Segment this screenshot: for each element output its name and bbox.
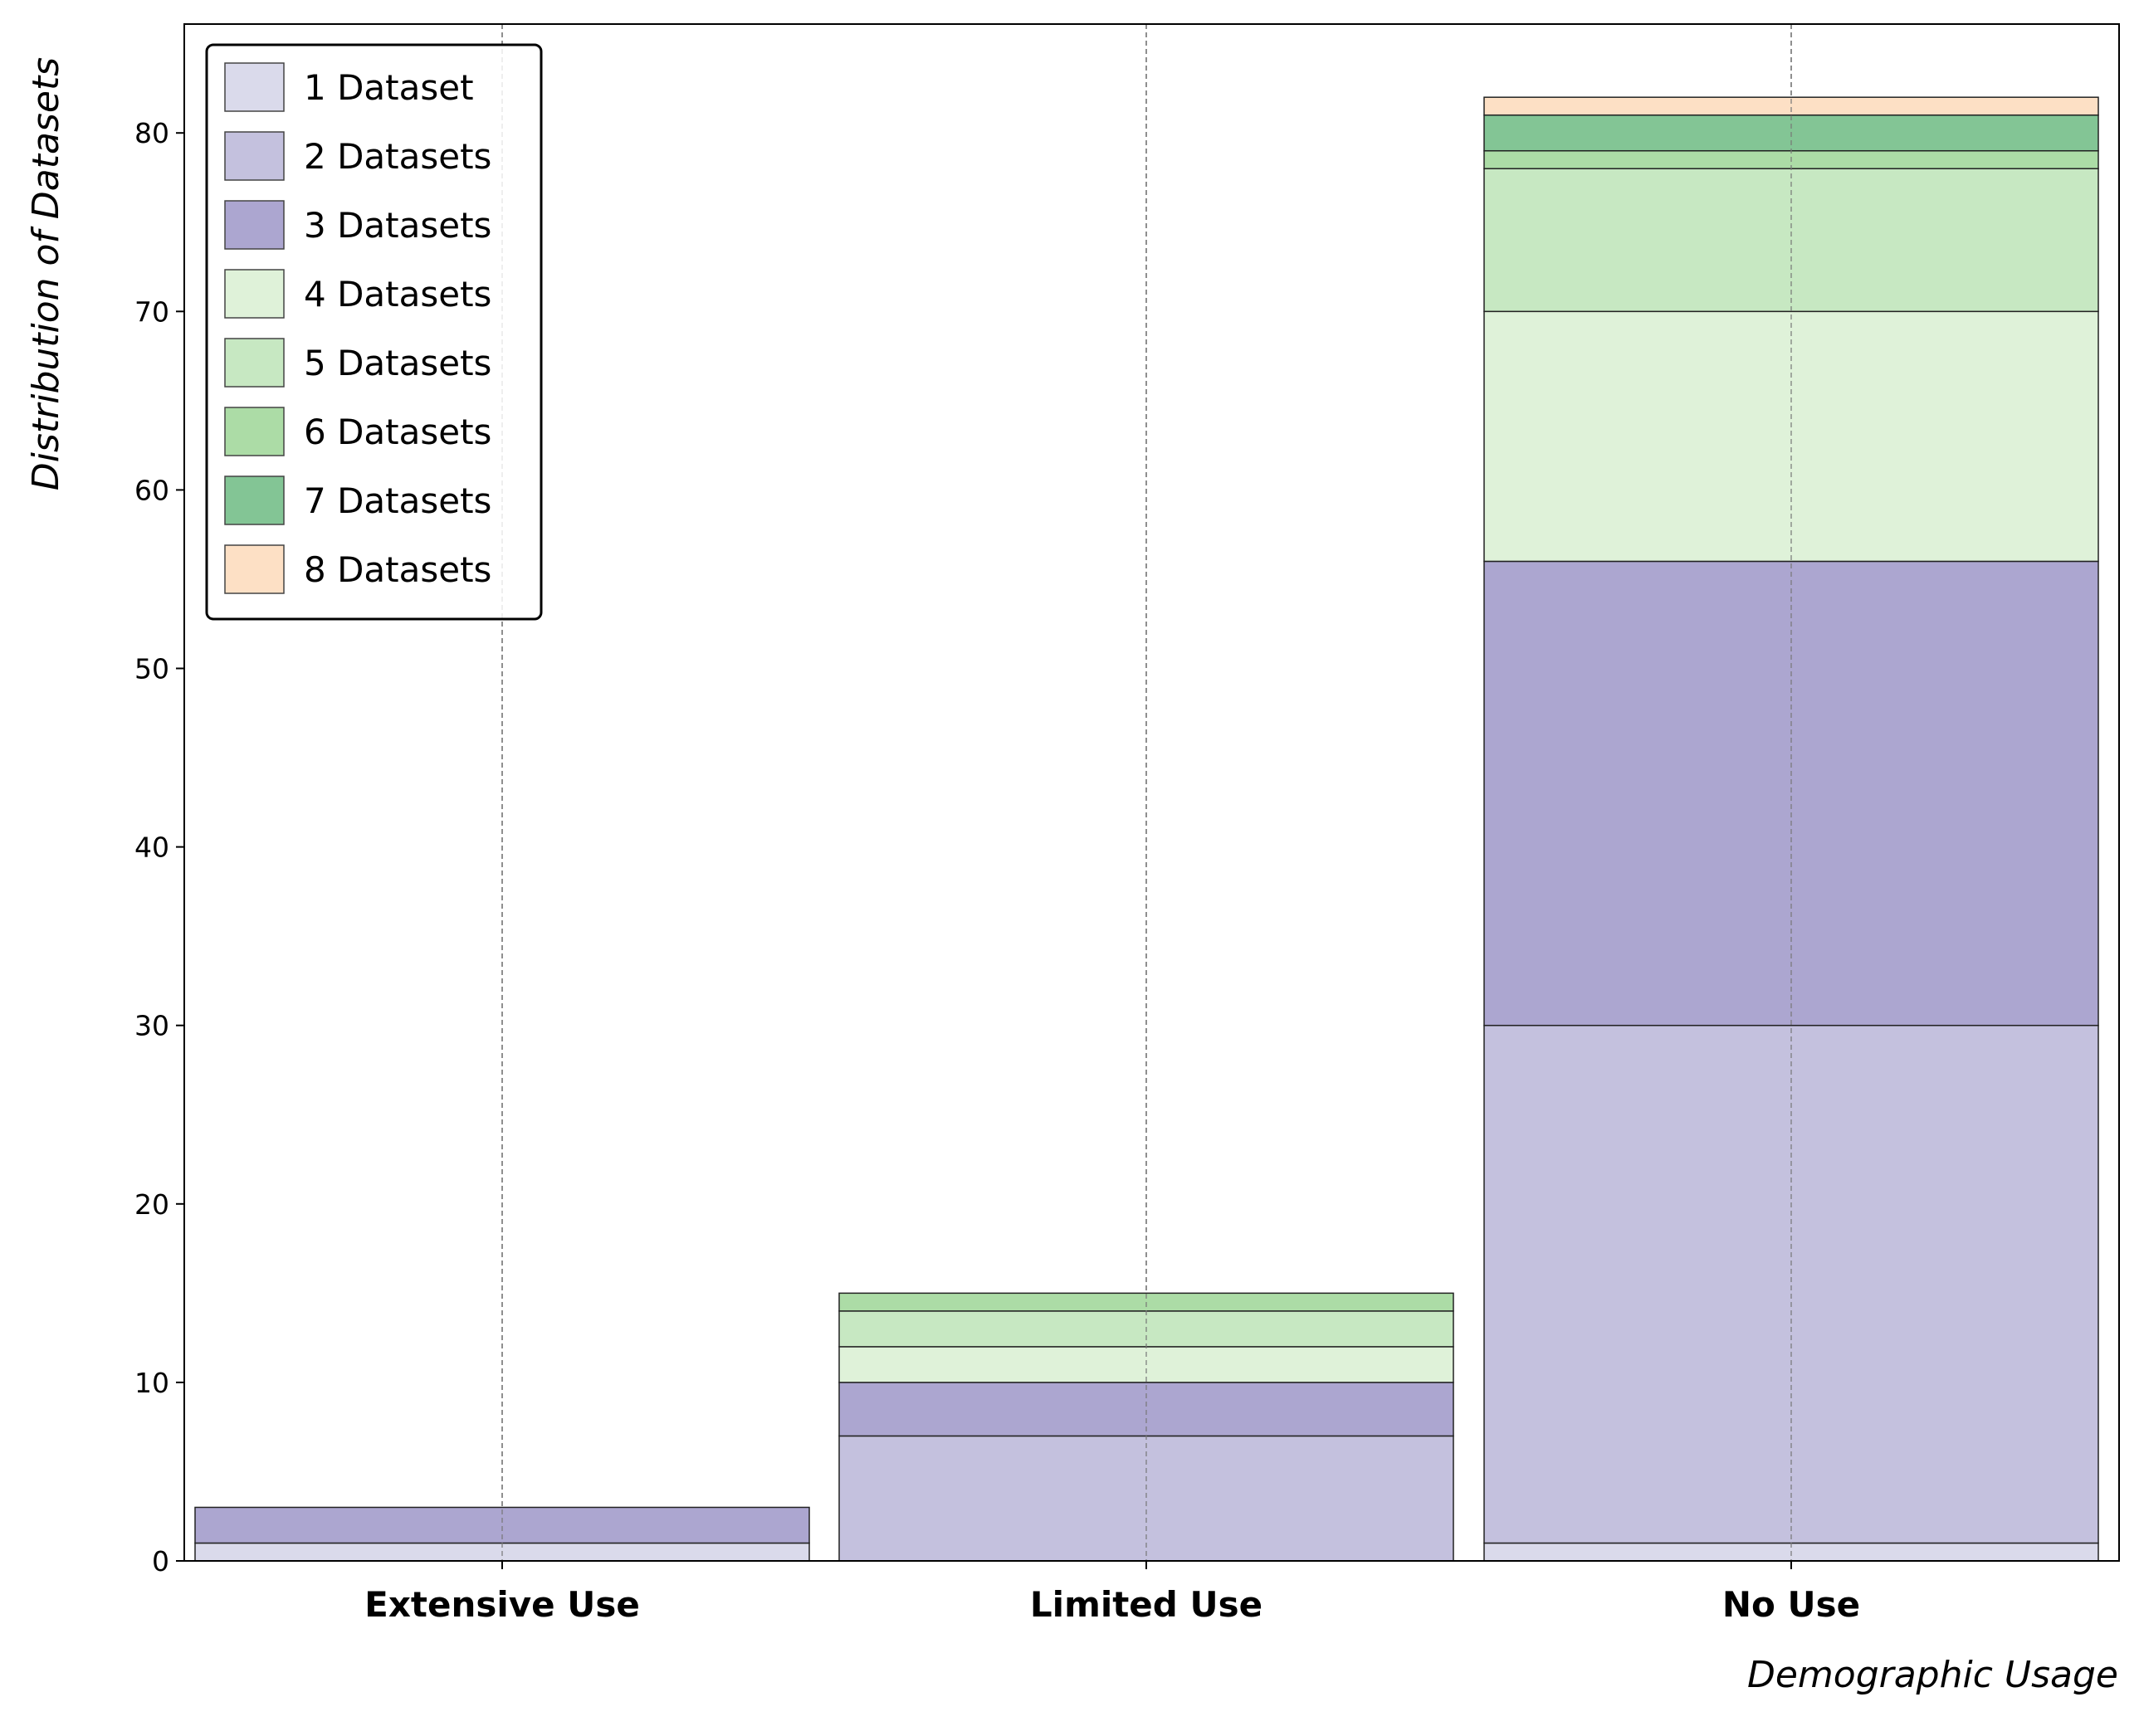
grid-lines-overlay (501, 24, 1792, 1561)
bar-segment-2-2 (838, 1435, 1454, 1562)
y-tick-label-8: 70 (134, 295, 169, 328)
legend-swatch-2 (224, 131, 285, 181)
bar-segment-3-4 (1483, 310, 2099, 563)
legend-swatch-3 (224, 200, 285, 250)
legend-label-2: 2 Datasets (304, 136, 491, 177)
bars (194, 24, 2099, 1562)
legend-label-3: 3 Datasets (304, 205, 491, 246)
legend-box (205, 43, 543, 621)
legend-label-4: 4 Datasets (304, 274, 491, 315)
legend-label-8: 8 Datasets (304, 549, 491, 590)
y-tick-label-5: 40 (134, 831, 169, 864)
plot-frame (183, 23, 2120, 1562)
x-axis: Extensive Use Limited Use No Use (364, 1561, 1860, 1625)
legend-label-5: 5 Datasets (304, 343, 491, 383)
legend-label-6: 6 Datasets (304, 412, 491, 452)
bar-segment-3-8 (1483, 96, 2099, 116)
x-tick-label-1: Extensive Use (364, 1584, 640, 1625)
legend-swatch-8 (224, 544, 285, 594)
legend-swatch-1 (224, 62, 285, 112)
y-tick-label-3: 20 (134, 1188, 169, 1221)
x-axis-title: Demographic Usage (1747, 1654, 2118, 1696)
y-axis: 0 10 20 30 40 50 60 70 80 (134, 117, 184, 1578)
y-tick-label-2: 10 (134, 1367, 169, 1399)
legend-label-7: 7 Datasets (304, 480, 491, 521)
legend-swatch-4 (224, 269, 285, 319)
y-tick-label-9: 80 (134, 117, 169, 149)
legend-label-1: 1 Dataset (304, 67, 474, 108)
y-tick-label-7: 60 (134, 474, 169, 506)
legend-swatch-6 (224, 407, 285, 456)
legend-swatch-7 (224, 475, 285, 525)
y-axis-title: Distribution of Datasets (25, 57, 67, 490)
legend: 1 Dataset 2 Datasets 3 Datasets 4 Datasets 5… (205, 43, 543, 621)
x-tick-label-2: Limited Use (1030, 1584, 1262, 1625)
x-tick-label-3: No Use (1722, 1584, 1860, 1625)
y-tick-label-6: 50 (134, 653, 169, 685)
legend-swatch-5 (224, 338, 285, 388)
y-tick-label-4: 30 (134, 1010, 169, 1042)
y-tick-label-1: 0 (152, 1545, 169, 1578)
